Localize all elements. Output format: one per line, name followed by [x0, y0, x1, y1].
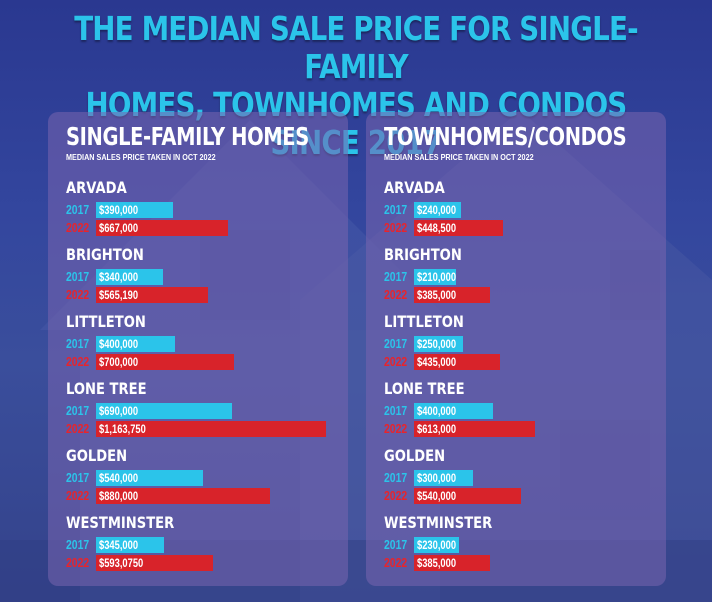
bar-value-label: $400,000: [417, 404, 457, 418]
bar-value-label: $345,000: [99, 538, 139, 552]
bar-value-label: $690,000: [99, 404, 139, 418]
year-label-2022: 2022: [66, 287, 90, 302]
year-label-2022: 2022: [66, 555, 90, 570]
city-label: BRIGHTON: [384, 245, 462, 264]
bar-value-label: $300,000: [417, 471, 457, 485]
bar-2022: $700,000: [96, 354, 234, 370]
title-line-1: THE MEDIAN SALE PRICE FOR SINGLE-FAMILY: [74, 9, 638, 86]
bar-2022: $385,000: [414, 287, 490, 303]
city-label: WESTMINSTER: [384, 513, 493, 532]
bar-value-label: $250,000: [417, 337, 457, 351]
bar-value-label: $385,000: [417, 556, 457, 570]
year-label-2017: 2017: [384, 470, 408, 485]
bar-2022: $565,190: [96, 287, 208, 303]
bar-value-label: $435,000: [417, 355, 457, 369]
bar-2017: $400,000: [414, 403, 493, 419]
bar-value-label: $540,000: [99, 471, 139, 485]
year-label-2017: 2017: [66, 537, 90, 552]
bar-2017: $390,000: [96, 202, 173, 218]
bar-value-label: $565,190: [99, 288, 139, 302]
bar-value-label: $593,0750: [99, 556, 144, 570]
bar-2022: $540,000: [414, 488, 521, 504]
panel-subtitle: MEDIAN SALES PRICE TAKEN IN OCT 2022: [66, 152, 216, 162]
bar-value-label: $385,000: [417, 288, 457, 302]
bar-value-label: $240,000: [417, 203, 457, 217]
bar-2022: $613,000: [414, 421, 535, 437]
bar-2017: $540,000: [96, 470, 203, 486]
bar-value-label: $230,000: [417, 538, 457, 552]
bar-2017: $230,000: [414, 537, 459, 553]
year-label-2017: 2017: [384, 537, 408, 552]
panel-heading: TOWNHOMES/CONDOS: [384, 122, 627, 151]
bar-value-label: $210,000: [417, 270, 457, 284]
bar-2017: $400,000: [96, 336, 175, 352]
bar-2022: $385,000: [414, 555, 490, 571]
year-label-2017: 2017: [66, 336, 90, 351]
year-label-2022: 2022: [66, 354, 90, 369]
bar-value-label: $613,000: [417, 422, 457, 436]
year-label-2017: 2017: [66, 202, 90, 217]
year-label-2017: 2017: [66, 403, 90, 418]
bar-value-label: $1,163,750: [99, 422, 146, 436]
single-family-panel: SINGLE-FAMILY HOMES MEDIAN SALES PRICE T…: [48, 112, 348, 586]
bar-2017: $240,000: [414, 202, 461, 218]
city-label: BRIGHTON: [66, 245, 144, 264]
bar-value-label: $390,000: [99, 203, 139, 217]
panel-heading: SINGLE-FAMILY HOMES: [66, 122, 309, 151]
bar-2017: $345,000: [96, 537, 164, 553]
bar-value-label: $340,000: [99, 270, 139, 284]
year-label-2022: 2022: [384, 287, 408, 302]
bar-2017: $210,000: [414, 269, 456, 285]
panel-subtitle: MEDIAN SALES PRICE TAKEN IN OCT 2022: [384, 152, 534, 162]
bar-value-label: $540,000: [417, 489, 457, 503]
city-label: LONE TREE: [384, 379, 465, 398]
city-label: ARVADA: [66, 178, 127, 197]
bar-2022: $880,000: [96, 488, 270, 504]
year-label-2017: 2017: [384, 403, 408, 418]
year-label-2022: 2022: [384, 220, 408, 235]
year-label-2022: 2022: [384, 421, 408, 436]
bar-value-label: $448,500: [417, 221, 457, 235]
bar-value-label: $880,000: [99, 489, 139, 503]
year-label-2022: 2022: [66, 488, 90, 503]
year-label-2017: 2017: [66, 470, 90, 485]
year-label-2022: 2022: [66, 421, 90, 436]
year-label-2017: 2017: [384, 269, 408, 284]
city-label: LITTLETON: [384, 312, 464, 331]
year-label-2022: 2022: [384, 555, 408, 570]
bar-2017: $300,000: [414, 470, 473, 486]
bar-2022: $667,000: [96, 220, 228, 236]
year-label-2022: 2022: [384, 354, 408, 369]
year-label-2017: 2017: [384, 202, 408, 217]
bar-2022: $1,163,750: [96, 421, 326, 437]
year-label-2022: 2022: [384, 488, 408, 503]
bar-2022: $448,500: [414, 220, 503, 236]
year-label-2017: 2017: [384, 336, 408, 351]
year-label-2017: 2017: [66, 269, 90, 284]
bar-2022: $435,000: [414, 354, 500, 370]
city-label: ARVADA: [384, 178, 445, 197]
year-label-2022: 2022: [66, 220, 90, 235]
bar-value-label: $667,000: [99, 221, 139, 235]
city-label: LONE TREE: [66, 379, 147, 398]
city-label: LITTLETON: [66, 312, 146, 331]
bar-2017: $340,000: [96, 269, 163, 285]
city-label: GOLDEN: [384, 446, 446, 465]
bar-value-label: $400,000: [99, 337, 139, 351]
city-label: WESTMINSTER: [66, 513, 175, 532]
townhomes-condos-panel: TOWNHOMES/CONDOS MEDIAN SALES PRICE TAKE…: [366, 112, 666, 586]
bar-value-label: $700,000: [99, 355, 139, 369]
bar-2017: $250,000: [414, 336, 463, 352]
bar-2022: $593,0750: [96, 555, 213, 571]
bar-2017: $690,000: [96, 403, 232, 419]
city-label: GOLDEN: [66, 446, 128, 465]
